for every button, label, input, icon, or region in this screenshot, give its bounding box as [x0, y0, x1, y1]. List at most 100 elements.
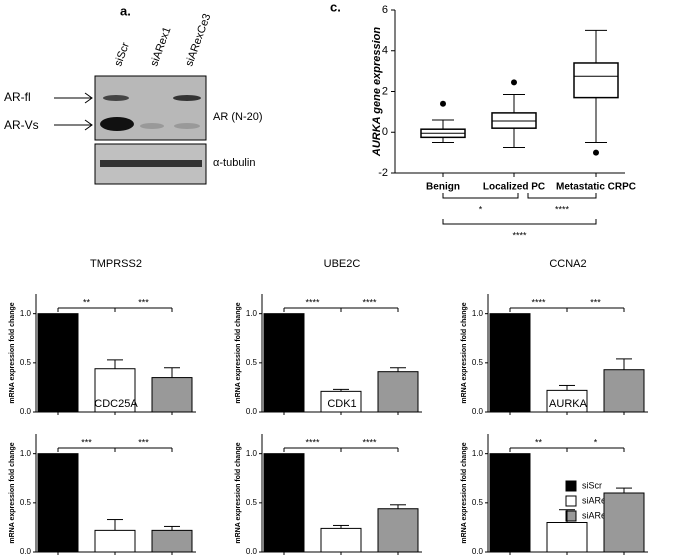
y-axis-label: mRNA expression fold change: [9, 302, 16, 403]
significance-label: ****: [305, 297, 320, 307]
y-axis-label: mRNA expression fold change: [461, 442, 468, 543]
significance-label: ****: [555, 204, 570, 214]
y-tick-label: 1.0: [472, 449, 484, 458]
bar: [263, 453, 305, 553]
y-tick-label: 0.5: [246, 358, 258, 367]
panel-label: c.: [330, 0, 341, 14]
y-tick-label: 1.0: [246, 449, 258, 458]
significance-label: *: [479, 204, 483, 214]
significance-label: ***: [590, 297, 601, 307]
band-label: AR-fl: [4, 90, 31, 104]
band: [140, 123, 164, 129]
significance-label: ****: [305, 437, 320, 447]
outlier: [440, 100, 446, 107]
legend-swatch: [565, 480, 577, 492]
arrow-head: [84, 119, 93, 131]
y-tick-label: 0: [382, 126, 388, 138]
y-tick-label: 0.0: [472, 407, 484, 416]
x-tick-label: Benign: [426, 182, 460, 193]
bar: [377, 371, 419, 413]
chart-title: UBE2C: [324, 258, 361, 270]
chart-title: AURKA: [549, 398, 588, 410]
bar: [546, 522, 588, 553]
y-axis-label: mRNA expression fold change: [235, 302, 242, 403]
legend-swatch: [565, 510, 577, 522]
bar: [320, 527, 362, 553]
y-axis-label: mRNA expression fold change: [461, 302, 468, 403]
chart-title: CCNA2: [549, 258, 586, 270]
significance-bracket: [442, 219, 597, 225]
y-tick-label: 1.0: [472, 309, 484, 318]
y-tick-label: 0.0: [246, 547, 258, 556]
significance-label: **: [83, 297, 91, 307]
legend-label: siScr: [582, 480, 602, 490]
y-tick-label: 1.0: [246, 309, 258, 318]
y-tick-label: 1.0: [20, 309, 32, 318]
significance-bracket: [527, 193, 597, 199]
y-axis-label: AURKA gene expression: [371, 27, 383, 157]
legend-label: siARex1: [582, 495, 616, 505]
significance-label: ***: [138, 297, 149, 307]
box: [573, 62, 619, 99]
outlier: [511, 79, 517, 86]
bar: [94, 529, 136, 553]
y-tick-label: 0.5: [246, 498, 258, 507]
bar: [603, 369, 645, 413]
bar: [377, 508, 419, 553]
y-tick-label: 0.0: [20, 547, 32, 556]
bar: [151, 529, 193, 553]
significance-label: ****: [512, 230, 527, 240]
legend-swatch: [565, 495, 577, 507]
antibody-label: α-tubulin: [213, 157, 255, 169]
y-tick-label: 0.5: [472, 358, 484, 367]
chart-title: CDC25A: [94, 398, 138, 410]
y-tick-label: 0.5: [472, 498, 484, 507]
y-tick-label: -2: [378, 167, 388, 179]
y-tick-label: 0.0: [20, 407, 32, 416]
significance-label: ****: [362, 437, 377, 447]
chart-title: TMPRSS2: [90, 258, 142, 270]
y-axis-label: mRNA expression fold change: [9, 442, 16, 543]
bar: [489, 453, 531, 553]
significance-label: ***: [138, 437, 149, 447]
band: [100, 117, 134, 131]
y-axis-label: mRNA expression fold change: [235, 442, 242, 543]
y-tick-label: 4: [382, 45, 388, 57]
lane-label: siARex1: [148, 25, 173, 68]
band-label: AR-Vs: [4, 118, 39, 132]
box: [491, 112, 537, 129]
panel-label: a.: [120, 3, 131, 18]
significance-label: ****: [531, 297, 546, 307]
bar: [37, 453, 79, 553]
significance-label: ***: [81, 437, 92, 447]
bar: [151, 377, 193, 413]
bar: [489, 313, 531, 413]
y-tick-label: 2: [382, 85, 388, 97]
y-tick-label: 0.0: [472, 547, 484, 556]
lane-label: siScr: [112, 41, 132, 68]
blot-image: [54, 75, 207, 185]
bar: [94, 368, 136, 413]
chart-title: CDK1: [327, 398, 356, 410]
y-tick-label: 0.5: [20, 358, 32, 367]
significance-label: **: [535, 437, 543, 447]
arrow-head: [84, 92, 93, 104]
antibody-label: AR (N-20): [213, 111, 263, 123]
bar: [263, 313, 305, 413]
bar: [37, 313, 79, 413]
band: [103, 95, 129, 101]
significance-label: *: [594, 437, 598, 447]
y-tick-label: 0.5: [20, 498, 32, 507]
significance-label: ****: [362, 297, 377, 307]
band: [100, 160, 202, 167]
outlier: [593, 149, 599, 156]
x-tick-label: Metastatic CRPC: [556, 182, 636, 193]
x-tick-label: Localized PC: [483, 182, 545, 193]
lane-label: siARexCe3: [183, 12, 213, 68]
significance-bracket: [442, 193, 519, 199]
y-tick-label: 1.0: [20, 449, 32, 458]
y-tick-label: 0.0: [246, 407, 258, 416]
band: [174, 123, 200, 129]
